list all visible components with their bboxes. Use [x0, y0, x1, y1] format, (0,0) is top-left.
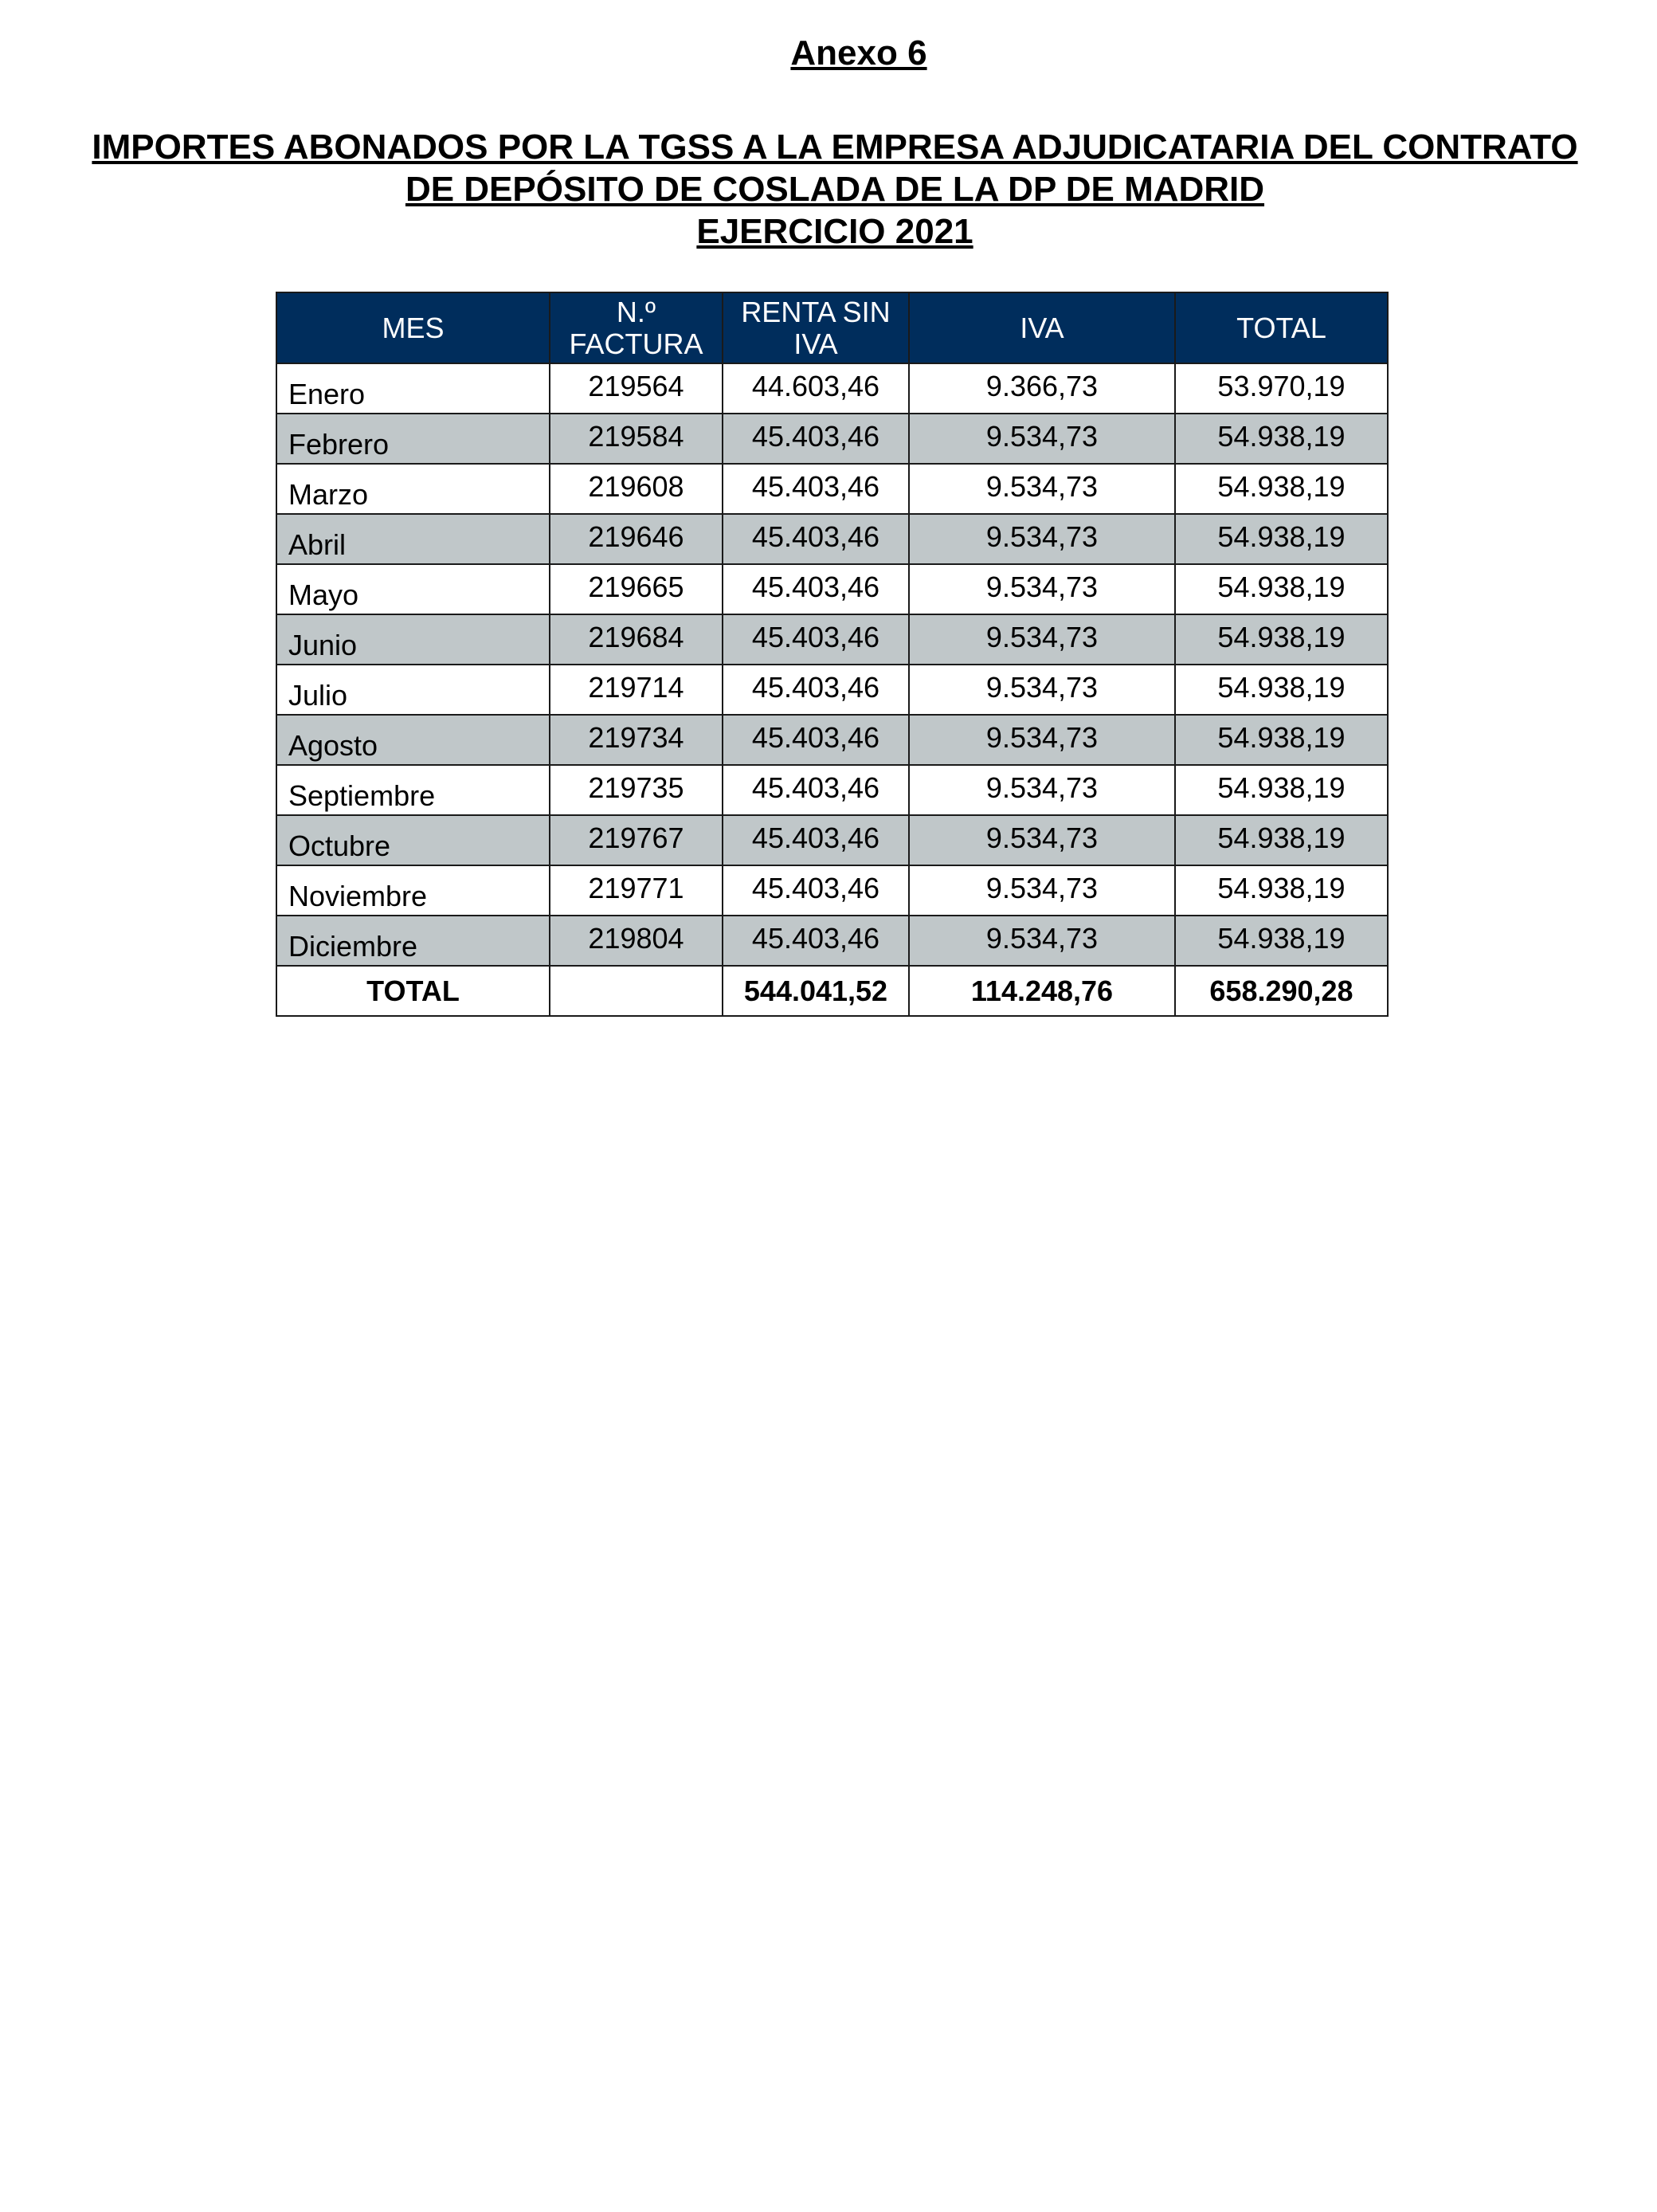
cell-total: 54.938,19 — [1174, 563, 1389, 615]
heading-line-1: IMPORTES ABONADOS POR LA TGSS A LA EMPRE… — [92, 127, 1578, 167]
cell-mes: Abril — [276, 513, 550, 565]
cell-total: 54.938,19 — [1174, 814, 1389, 866]
cell-mes: Julio — [276, 664, 550, 716]
cell-iva: 9.534,73 — [908, 714, 1176, 766]
table-row: Junio 219684 45.403,46 9.534,73 54.938,19 — [276, 614, 1389, 665]
cell-factura: 219564 — [549, 363, 723, 414]
header-total: TOTAL — [1174, 292, 1389, 364]
cell-renta: 45.403,46 — [722, 915, 910, 967]
cell-renta: 45.403,46 — [722, 865, 910, 916]
cell-factura: 219608 — [549, 463, 723, 515]
cell-factura: 219646 — [549, 513, 723, 565]
cell-iva: 9.534,73 — [908, 463, 1176, 515]
table-row: Marzo 219608 45.403,46 9.534,73 54.938,19 — [276, 463, 1389, 515]
total-cell-total: 658.290,28 — [1174, 965, 1389, 1017]
annex-title: Anexo 6 — [790, 33, 927, 73]
cell-factura: 219735 — [549, 764, 723, 816]
total-row: TOTAL 544.041,52 114.248,76 658.290,28 — [276, 965, 1389, 1017]
cell-iva: 9.534,73 — [908, 614, 1176, 665]
cell-renta: 45.403,46 — [722, 563, 910, 615]
cell-iva: 9.534,73 — [908, 865, 1176, 916]
cell-factura: 219584 — [549, 413, 723, 465]
cell-renta: 45.403,46 — [722, 513, 910, 565]
cell-total: 53.970,19 — [1174, 363, 1389, 414]
cell-iva: 9.534,73 — [908, 664, 1176, 716]
cell-factura: 219684 — [549, 614, 723, 665]
cell-total: 54.938,19 — [1174, 614, 1389, 665]
header-factura: N.º FACTURA — [549, 292, 723, 364]
cell-mes: Agosto — [276, 714, 550, 766]
total-cell-iva: 114.248,76 — [908, 965, 1176, 1017]
cell-factura: 219771 — [549, 865, 723, 916]
header-renta: RENTA SIN IVA — [722, 292, 910, 364]
cell-iva: 9.534,73 — [908, 413, 1176, 465]
cell-factura: 219734 — [549, 714, 723, 766]
table-row: Febrero 219584 45.403,46 9.534,73 54.938,19 — [276, 413, 1389, 465]
header-mes: MES — [276, 292, 550, 364]
cell-iva: 9.534,73 — [908, 764, 1176, 816]
cell-total: 54.938,19 — [1174, 413, 1389, 465]
cell-iva: 9.534,73 — [908, 513, 1176, 565]
cell-mes: Febrero — [276, 413, 550, 465]
cell-total: 54.938,19 — [1174, 915, 1389, 967]
cell-renta: 45.403,46 — [722, 814, 910, 866]
cell-iva: 9.534,73 — [908, 563, 1176, 615]
cell-renta: 45.403,46 — [722, 664, 910, 716]
table-row: Julio 219714 45.403,46 9.534,73 54.938,19 — [276, 664, 1389, 716]
table-row: Abril 219646 45.403,46 9.534,73 54.938,19 — [276, 513, 1389, 565]
cell-renta: 45.403,46 — [722, 413, 910, 465]
table-row: Octubre 219767 45.403,46 9.534,73 54.938,19 — [276, 814, 1389, 866]
cell-mes: Septiembre — [276, 764, 550, 816]
cell-renta: 45.403,46 — [722, 714, 910, 766]
cell-factura: 219714 — [549, 664, 723, 716]
table-header-row: MES N.º FACTURA RENTA SIN IVA IVA TOTAL — [276, 292, 1389, 364]
cell-mes: Junio — [276, 614, 550, 665]
cell-renta: 45.403,46 — [722, 764, 910, 816]
cell-total: 54.938,19 — [1174, 664, 1389, 716]
cell-total: 54.938,19 — [1174, 513, 1389, 565]
cell-mes: Diciembre — [276, 915, 550, 967]
cell-mes: Enero — [276, 363, 550, 414]
total-cell-factura — [549, 965, 723, 1017]
heading-line-2: DE DEPÓSITO DE COSLADA DE LA DP DE MADRI… — [405, 170, 1265, 209]
cell-renta: 45.403,46 — [722, 463, 910, 515]
table-row: Enero 219564 44.603,46 9.366,73 53.970,19 — [276, 363, 1389, 414]
table-row: Mayo 219665 45.403,46 9.534,73 54.938,19 — [276, 563, 1389, 615]
cell-mes: Octubre — [276, 814, 550, 866]
heading-line-3: EJERCICIO 2021 — [696, 212, 973, 251]
cell-renta: 44.603,46 — [722, 363, 910, 414]
cell-factura: 219804 — [549, 915, 723, 967]
cell-iva: 9.366,73 — [908, 363, 1176, 414]
cell-total: 54.938,19 — [1174, 463, 1389, 515]
table-row: Septiembre 219735 45.403,46 9.534,73 54.938,… — [276, 764, 1389, 816]
cell-mes: Mayo — [276, 563, 550, 615]
cell-iva: 9.534,73 — [908, 814, 1176, 866]
cell-total: 54.938,19 — [1174, 764, 1389, 816]
cell-mes: Marzo — [276, 463, 550, 515]
table-row: Noviembre 219771 45.403,46 9.534,73 54.938,1… — [276, 865, 1389, 916]
cell-factura: 219767 — [549, 814, 723, 866]
total-cell-renta: 544.041,52 — [722, 965, 910, 1017]
header-iva: IVA — [908, 292, 1176, 364]
cell-total: 54.938,19 — [1174, 714, 1389, 766]
table-row: Agosto 219734 45.403,46 9.534,73 54.938,19 — [276, 714, 1389, 766]
table-row: Diciembre 219804 45.403,46 9.534,73 54.938,1… — [276, 915, 1389, 967]
cell-total: 54.938,19 — [1174, 865, 1389, 916]
cell-factura: 219665 — [549, 563, 723, 615]
payments-table: MES N.º FACTURA RENTA SIN IVA IVA TOTAL … — [276, 292, 1389, 1017]
cell-mes: Noviembre — [276, 865, 550, 916]
cell-renta: 45.403,46 — [722, 614, 910, 665]
total-cell-mes: TOTAL — [276, 965, 550, 1017]
cell-iva: 9.534,73 — [908, 915, 1176, 967]
